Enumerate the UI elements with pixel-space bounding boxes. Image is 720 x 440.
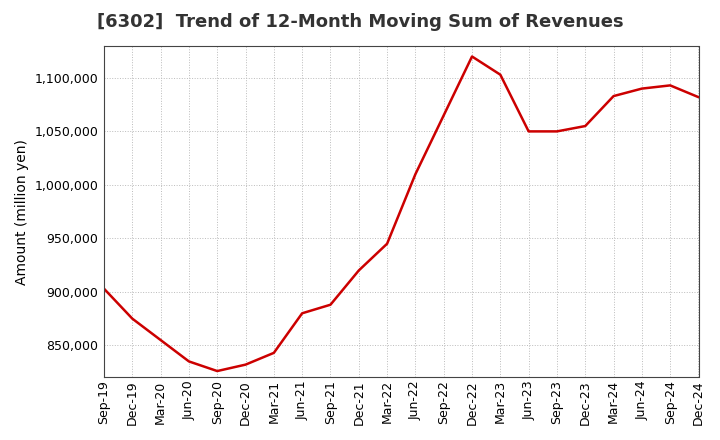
Y-axis label: Amount (million yen): Amount (million yen): [15, 139, 29, 285]
Text: [6302]  Trend of 12-Month Moving Sum of Revenues: [6302] Trend of 12-Month Moving Sum of R…: [96, 13, 624, 31]
